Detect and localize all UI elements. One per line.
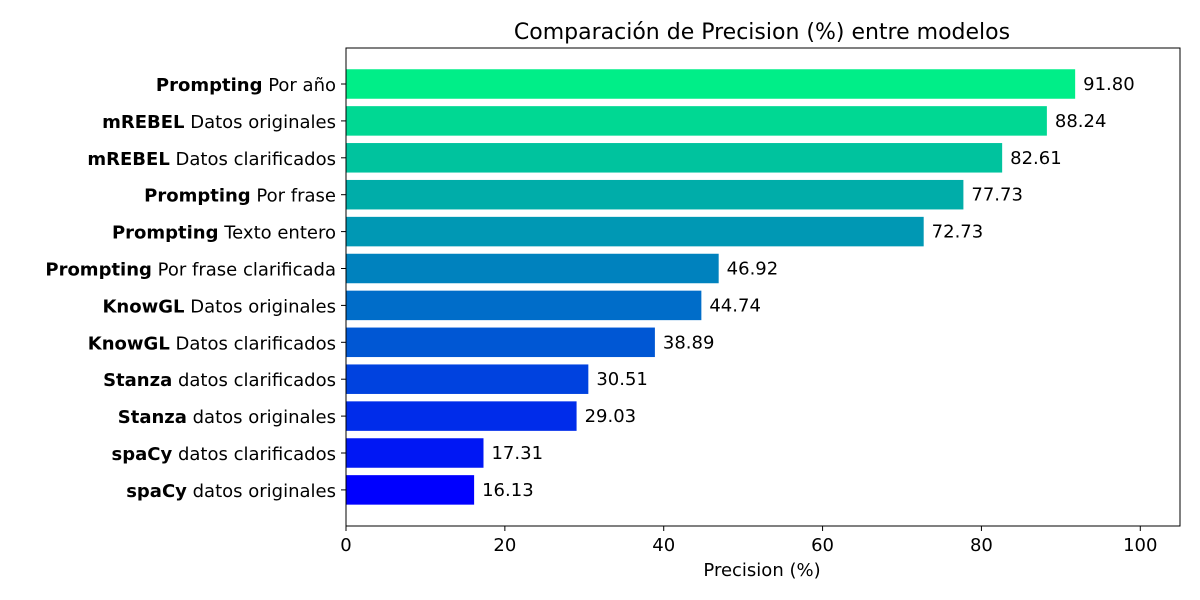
y-tick-label-variant: datos originales: [187, 481, 336, 502]
x-tick-label: 80: [970, 535, 993, 556]
y-tick-label: Prompting Por frase: [144, 186, 336, 207]
bars-group: [346, 69, 1076, 505]
bar: [346, 438, 484, 468]
y-tick-label-model: Prompting: [156, 75, 263, 96]
y-axis-ticks: Prompting Por año mREBEL Datos originales…: [45, 75, 346, 502]
bar: [346, 364, 589, 394]
y-tick-label: spaCy datos originales: [126, 481, 336, 502]
bar: [346, 106, 1047, 136]
y-tick-label-model: Stanza: [103, 370, 172, 391]
x-tick-label: 100: [1123, 535, 1157, 556]
bar-value-label: 44.74: [709, 295, 761, 316]
bar: [346, 327, 655, 358]
x-tick-label: 0: [340, 535, 351, 556]
bar-value-label: 77.73: [971, 185, 1023, 206]
y-tick-label-model: Prompting: [112, 223, 219, 244]
y-tick-label-model: mREBEL: [87, 149, 169, 170]
y-tick-label-variant: Datos originales: [184, 296, 336, 317]
y-tick-label-variant: Datos originales: [184, 112, 336, 133]
y-tick-label: Stanza datos clarificados: [103, 370, 336, 391]
y-tick-label-model: Prompting: [45, 260, 152, 281]
y-tick-label-model: mREBEL: [102, 112, 184, 133]
bar: [346, 143, 1003, 173]
bar-value-label: 82.61: [1010, 148, 1062, 169]
y-tick-label-variant: datos clarificados: [172, 370, 336, 391]
bar-value-label: 16.13: [482, 480, 534, 501]
chart-title: Comparación de Precision (%) entre model…: [514, 20, 1010, 45]
y-tick-label-model: Prompting: [144, 186, 251, 207]
x-tick-label: 60: [811, 535, 834, 556]
bar: [346, 290, 702, 321]
y-tick-label: KnowGL Datos originales: [102, 296, 336, 317]
plot-frame: [345, 47, 1181, 527]
y-tick-label: KnowGL Datos clarificados: [88, 333, 336, 354]
x-axis-ticks: 0 20 40 60 80 100: [340, 526, 1157, 556]
bar: [346, 69, 1076, 99]
bar-value-label: 29.03: [585, 406, 637, 427]
y-tick-label-variant: datos clarificados: [172, 444, 336, 465]
bar-value-label: 46.92: [727, 259, 779, 280]
y-tick-label: spaCy datos clarificados: [112, 444, 336, 465]
bar-value-label: 91.80: [1083, 74, 1135, 95]
bar-value-label: 30.51: [596, 369, 648, 390]
y-tick-label-variant: Por año: [262, 75, 336, 96]
y-tick-label-model: spaCy: [126, 481, 187, 502]
y-tick-label: Stanza datos originales: [118, 407, 336, 428]
bar: [346, 253, 719, 284]
bar: [346, 475, 475, 505]
y-tick-label-model: Stanza: [118, 407, 187, 428]
y-tick-label: Prompting Por frase clarificada: [45, 260, 336, 281]
bar: [346, 216, 924, 247]
x-tick-label: 40: [652, 535, 675, 556]
y-tick-label: mREBEL Datos clarificados: [87, 149, 336, 170]
y-tick-label-model: spaCy: [112, 444, 173, 465]
y-tick-label-variant: datos originales: [187, 407, 336, 428]
value-labels-group: 91.80 88.24 82.61 77.73 72.73 46.92 44.74 38.89…: [482, 74, 1135, 501]
y-tick-label: mREBEL Datos originales: [102, 112, 336, 133]
bar-value-label: 38.89: [663, 332, 715, 353]
y-tick-label-variant: Datos clarificados: [170, 333, 336, 354]
x-axis-label: Precision (%): [703, 560, 820, 581]
bar: [346, 401, 577, 431]
x-tick-label: 20: [493, 535, 516, 556]
bar-value-label: 17.31: [491, 443, 543, 464]
bar-value-label: 88.24: [1055, 111, 1107, 132]
y-tick-label-variant: Texto entero: [219, 223, 337, 244]
y-tick-label: Prompting Texto entero: [112, 223, 336, 244]
bar-value-label: 72.73: [932, 222, 984, 243]
y-tick-label-variant: Por frase: [251, 186, 336, 207]
bar: [346, 179, 964, 210]
y-tick-label: Prompting Por año: [156, 75, 336, 96]
y-tick-label-model: KnowGL: [88, 333, 170, 354]
y-tick-label-variant: Datos clarificados: [170, 149, 336, 170]
y-tick-label-variant: Por frase clarificada: [152, 260, 336, 281]
y-tick-label-model: KnowGL: [102, 296, 184, 317]
